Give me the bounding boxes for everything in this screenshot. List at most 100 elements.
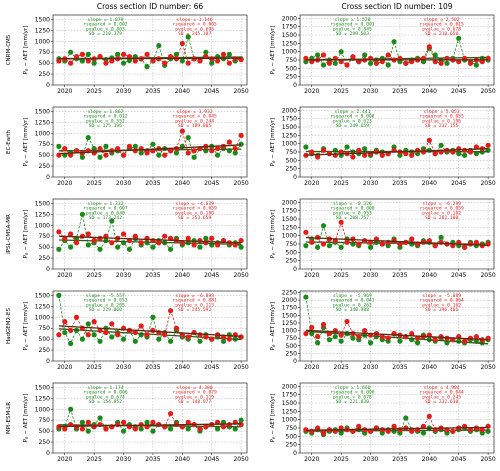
red-data-point [409, 331, 415, 337]
green-data-point [173, 150, 180, 156]
red-data-point [197, 58, 203, 64]
red-data-point [73, 53, 80, 60]
red-data-point [138, 421, 144, 428]
y-tick-label: 1000 [35, 222, 50, 229]
green-trend-line [58, 239, 242, 245]
red-data-point [238, 334, 244, 340]
green-stat-slope: slope = 1.332 [87, 201, 123, 207]
y-tick-label: 1750 [282, 305, 297, 312]
green-data-point [85, 428, 91, 434]
red-data-point [420, 423, 427, 429]
red-stat-pvalue: pvalue = 0.180 [175, 210, 214, 216]
green-data-point [315, 340, 321, 346]
green-stat-pvalue: pvalue = 0.953 [333, 210, 372, 216]
plot-frame [299, 290, 495, 362]
green-stat-pvalue: pvalue = 0.623 [333, 118, 372, 124]
red-data-point [391, 423, 397, 429]
red-data-point [115, 332, 121, 338]
subplot: 2020 2025 2030 2035 2040 2045 2050 0 250 500 750 10… [23, 14, 249, 95]
y-tick-label: 1250 [35, 119, 50, 126]
red-data-point [68, 231, 74, 237]
y-axis-label: Pe − AET [mm/yr] [23, 210, 29, 259]
red-data-point [109, 424, 115, 430]
green-data-point [156, 336, 162, 342]
red-data-point [179, 128, 185, 134]
green-data-point [120, 336, 127, 342]
red-data-point [85, 332, 91, 338]
x-tick-label: 2050 [480, 88, 495, 95]
red-data-point [379, 334, 385, 340]
red-data-point [315, 154, 321, 160]
green-data-point [338, 244, 344, 250]
red-data-point [315, 425, 321, 431]
x-tick-label: 2025 [87, 272, 102, 279]
green-data-point [303, 294, 309, 300]
red-data-point [209, 235, 215, 241]
red-stat-slope: slope = 4.904 [424, 385, 460, 391]
red-data-point [132, 426, 138, 432]
red-data-point [215, 145, 221, 152]
y-tick-label: 0 [46, 174, 50, 181]
column-title: Cross section ID number: 66 [97, 2, 204, 11]
green-data-point [320, 223, 327, 229]
x-tick-label: 2050 [480, 456, 495, 463]
red-data-point [215, 58, 221, 64]
red-stat-rsquared: rsquared = 0.005 [172, 22, 216, 28]
y-tick-label: 1000 [35, 38, 50, 45]
green-stat-pvalue: pvalue = 0.262 [333, 302, 372, 308]
green-stat-slope: slope = 1.526 [334, 17, 370, 23]
red-data-point [167, 148, 174, 154]
red-data-point [320, 241, 327, 247]
green-data-point [438, 234, 444, 240]
green-data-point [338, 49, 344, 55]
green-data-point [220, 338, 227, 344]
plot-frame [52, 106, 248, 178]
y-axis-label: Pe − AET [mm/yr] [270, 118, 276, 167]
red-data-point [91, 319, 97, 325]
red-data-point [156, 329, 162, 336]
x-tick-label: 2045 [204, 88, 219, 95]
green-data-point [238, 244, 244, 250]
subplot: 2020 2025 2030 2035 2040 2045 2050 0 250 500 750 10… [23, 382, 249, 463]
red-data-point [91, 150, 97, 156]
x-tick-label: 2045 [451, 456, 466, 463]
x-tick-label: 2040 [422, 272, 437, 279]
y-tick-label: 1000 [35, 406, 50, 413]
y-tick-label: 0 [293, 358, 297, 365]
x-tick-label: 2040 [175, 272, 190, 279]
red-data-point [467, 149, 474, 155]
green-data-point [338, 430, 344, 436]
red-data-point [467, 427, 474, 433]
x-tick-label: 2035 [145, 272, 160, 279]
green-stat-rsquared: rsquared = 0.006 [330, 390, 374, 396]
x-tick-label: 2045 [451, 180, 466, 187]
red-data-point [426, 238, 432, 244]
green-data-point [85, 51, 91, 57]
x-tick-label: 2035 [145, 180, 160, 187]
y-tick-label: 500 [39, 60, 51, 67]
green-stat-slope: slope = 1.666 [334, 385, 370, 391]
column-title: Cross section ID number: 109 [341, 2, 452, 11]
red-stat-sd: SD = 396.466 [425, 307, 458, 313]
x-tick-label: 2030 [116, 180, 131, 187]
y-tick-label: 1500 [282, 400, 297, 407]
red-trend-line [305, 236, 489, 247]
red-data-point [144, 51, 150, 57]
green-data-point [226, 51, 232, 57]
red-data-point [179, 424, 185, 430]
red-data-point [132, 233, 138, 239]
green-data-point [438, 142, 444, 148]
green-data-point [56, 246, 62, 252]
red-data-point [397, 241, 403, 247]
green-data-point [109, 218, 115, 224]
red-data-point [385, 428, 391, 434]
green-stat-sd: SD = 154.952 [89, 399, 122, 405]
red-data-point [303, 152, 309, 158]
y-tick-label: 1000 [35, 130, 50, 137]
x-tick-label: 2050 [233, 456, 248, 463]
red-data-point [450, 149, 456, 155]
x-tick-label: 2030 [116, 88, 131, 95]
red-data-point [109, 321, 115, 327]
y-tick-label: 500 [39, 244, 51, 251]
x-tick-label: 2030 [116, 272, 131, 279]
